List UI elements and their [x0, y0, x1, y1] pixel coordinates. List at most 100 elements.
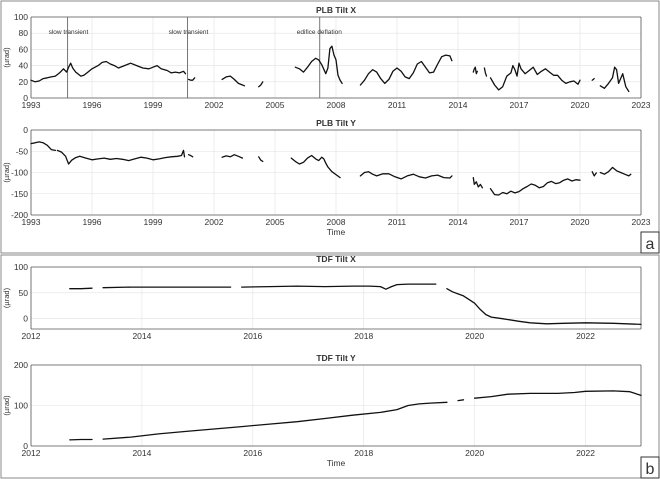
plots-layer: 0 20 40 60 80 100 1993 1996 1999 2002 2005 2008 2011…	[2, 5, 651, 468]
x-tick-label: 2008	[327, 100, 346, 110]
y-tick-label: 200	[14, 360, 28, 370]
x-axis-label: Time	[327, 227, 346, 237]
chart-2: -200 -150 -100 -50 0 1993 1996 1999 2002 2005 2008…	[2, 118, 651, 237]
x-tick-label: 1996	[83, 100, 102, 110]
y-axis-label: (µrad)	[2, 287, 11, 308]
x-tick-label: 2014	[132, 448, 151, 458]
tilt-series-segment	[294, 45, 343, 85]
x-tick-label: 2020	[571, 217, 590, 227]
tilt-series-segment	[187, 77, 196, 81]
x-tick-label: 2014	[449, 100, 468, 110]
x-tick-label: 1999	[144, 217, 163, 227]
tilt-series-segment	[457, 399, 465, 402]
tilt-series-segment	[489, 62, 581, 91]
x-tick-label: 2022	[576, 448, 595, 458]
x-tick-label: 2022	[576, 331, 595, 341]
x-tick-label: 2023	[632, 100, 651, 110]
tilt-series-segment	[359, 54, 453, 86]
tilt-series-segment	[483, 67, 488, 77]
tilt-series-segment	[102, 286, 232, 289]
panel-b-badge: b	[640, 456, 660, 479]
x-tick-label: 2018	[354, 331, 373, 341]
panel-a-label: a	[646, 236, 655, 253]
chart-title: TDF Tilt X	[316, 254, 356, 264]
tilt-series-segment	[472, 66, 478, 75]
x-tick-label: 2012	[22, 448, 41, 458]
y-tick-label: 40	[19, 61, 29, 71]
x-tick-label: 2014	[132, 331, 151, 341]
tilt-series-segment	[56, 149, 186, 165]
y-tick-label: -100	[11, 168, 28, 178]
x-tick-label: 2002	[205, 100, 224, 110]
x-tick-label: 2020	[571, 100, 590, 110]
event-annotation: slow transient	[49, 29, 89, 36]
event-annotation: slow transient	[169, 29, 209, 36]
chart-title: PLB Tilt X	[316, 5, 356, 15]
y-tick-label: 0	[23, 314, 28, 324]
tilt-series-segment	[473, 390, 642, 399]
tilt-series-segment	[187, 154, 194, 158]
tilt-series-segment	[258, 81, 264, 88]
y-tick-label: 0	[23, 441, 28, 451]
x-tick-label: 2008	[327, 217, 346, 227]
x-tick-label: 2011	[388, 217, 407, 227]
x-axis-label: Time	[327, 458, 346, 468]
x-tick-label: 2005	[266, 100, 285, 110]
x-tick-label: 2005	[266, 217, 285, 227]
x-tick-label: 2017	[510, 217, 529, 227]
x-tick-label: 2011	[388, 100, 407, 110]
tilt-series-segment	[221, 75, 246, 87]
tilt-series-segment	[290, 154, 341, 179]
y-tick-label: -200	[11, 210, 28, 220]
chart-3: 0 50 100 2012 2014 2016 2018 2020 2022 TDF Tilt X…	[2, 254, 642, 341]
y-tick-label: 0	[23, 93, 28, 103]
event-annotation: edifice deflation	[297, 29, 343, 36]
tilt-series-segment	[472, 176, 484, 189]
y-axis-label: (µrad)	[2, 162, 11, 183]
y-tick-label: 50	[19, 288, 29, 298]
tilt-series-segment	[69, 287, 93, 290]
y-tick-label: 100	[14, 401, 28, 411]
panel-a-frame	[0, 0, 660, 254]
y-tick-label: 100	[14, 262, 28, 272]
tilt-series-segment	[599, 66, 630, 93]
y-tick-label: 100	[14, 12, 28, 22]
tilt-series-segment	[359, 171, 453, 180]
x-tick-label: 1993	[22, 100, 41, 110]
x-tick-label: 2023	[632, 217, 651, 227]
chart-1: 0 20 40 60 80 100 1993 1996 1999 2002 2005 2008 2011…	[2, 5, 651, 110]
tilt-series-segment	[489, 178, 581, 196]
y-tick-label: 20	[19, 77, 29, 87]
tilt-series-segment	[102, 401, 448, 440]
x-tick-label: 2002	[205, 217, 224, 227]
x-tick-label: 2020	[465, 448, 484, 458]
x-tick-label: 2017	[510, 100, 529, 110]
y-tick-label: 60	[19, 44, 29, 54]
chart-title: TDF Tilt Y	[316, 353, 356, 363]
x-tick-label: 1996	[83, 217, 102, 227]
y-tick-label: -150	[11, 189, 28, 199]
chart-title: PLB Tilt Y	[316, 118, 356, 128]
y-axis-label: (µrad)	[2, 395, 11, 416]
tilt-series-segment	[591, 77, 595, 81]
y-tick-label: -50	[16, 146, 29, 156]
chart-4: 0 100 200 2012 2014 2016 2018 2020 2022 TDF Tilt …	[2, 353, 642, 468]
x-tick-label: 2018	[354, 448, 373, 458]
panel-a-badge: a	[640, 231, 660, 254]
y-axis-label: (µrad)	[2, 47, 11, 68]
tilt-series-segment	[599, 166, 632, 177]
tilt-series-segment	[30, 60, 187, 83]
tilt-series-segment	[241, 283, 437, 290]
tilt-series-segment	[258, 156, 264, 163]
panel-b-frame	[0, 254, 660, 479]
tilt-series-segment	[446, 288, 642, 326]
y-tick-label: 0	[23, 125, 28, 135]
tilt-series-segment	[221, 154, 244, 159]
x-tick-label: 1993	[22, 217, 41, 227]
x-tick-label: 2012	[22, 331, 41, 341]
x-tick-label: 2016	[243, 331, 262, 341]
panel-b-label: b	[646, 461, 655, 478]
tilt-series-segment	[591, 171, 597, 177]
x-tick-label: 1999	[144, 100, 163, 110]
x-tick-label: 2020	[465, 331, 484, 341]
